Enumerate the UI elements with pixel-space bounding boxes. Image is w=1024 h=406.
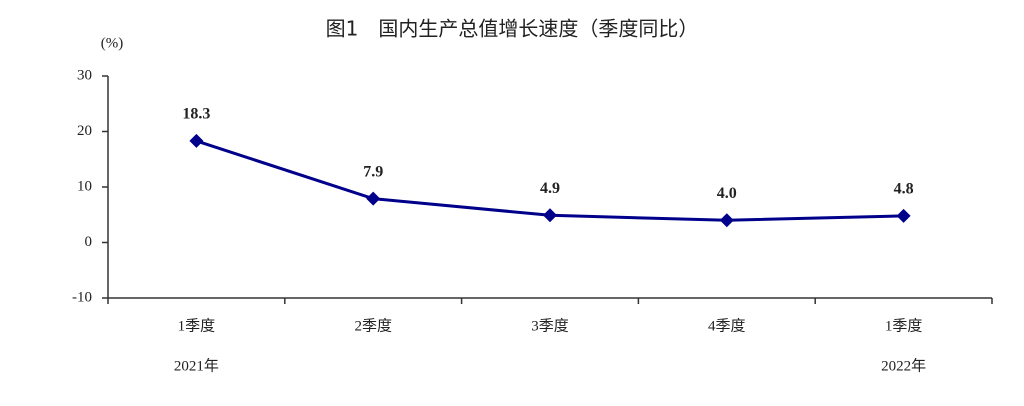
x-tick-label: 3季度 <box>531 317 569 334</box>
data-label: 4.8 <box>894 181 914 198</box>
x-tick-label: 2季度 <box>354 317 392 334</box>
chart-title: 图1 国内生产总值增长速度（季度同比） <box>326 17 699 41</box>
x-tick-label: 4季度 <box>708 317 746 334</box>
x-tick-label: 1季度 <box>178 317 216 334</box>
x-group-label: 2021年 <box>174 357 219 374</box>
y-tick-label: 10 <box>77 178 92 194</box>
y-tick-label: 20 <box>77 123 92 139</box>
y-tick-label: 30 <box>77 67 92 83</box>
y-tick-label: -10 <box>72 289 92 305</box>
x-tick-label: 1季度 <box>885 317 923 334</box>
point-marker <box>543 208 557 223</box>
y-tick-label: 0 <box>85 234 93 250</box>
y-axis-label: (%) <box>101 35 124 51</box>
point-marker <box>189 133 204 148</box>
point-marker <box>366 191 381 206</box>
point-marker <box>719 213 734 228</box>
data-label: 4.0 <box>717 185 737 202</box>
point-marker <box>896 208 911 223</box>
data-label: 7.9 <box>363 163 383 180</box>
data-label: 18.3 <box>182 106 210 123</box>
data-label: 4.9 <box>540 180 560 197</box>
x-group-label: 2022年 <box>881 357 926 374</box>
